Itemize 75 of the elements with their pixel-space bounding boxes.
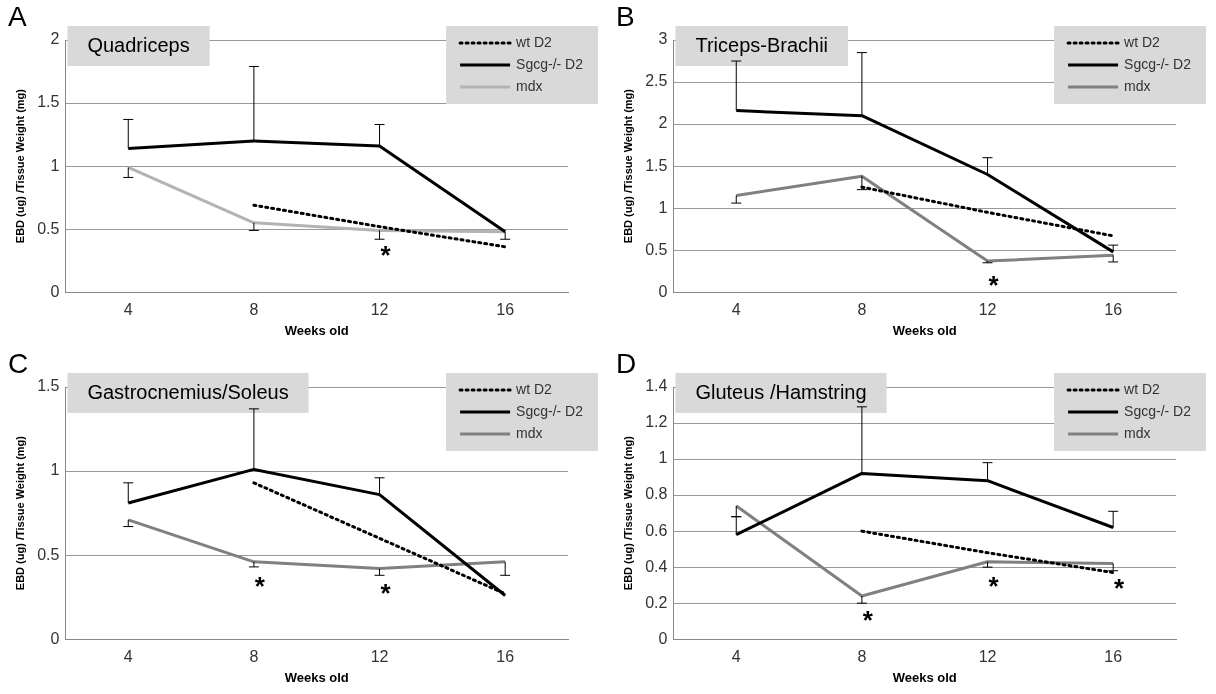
chart-title: Triceps-Brachii: [695, 33, 829, 56]
legend-label: mdx: [516, 424, 543, 441]
x-tick-label: 4: [123, 301, 133, 319]
y-tick-label: 1.5: [37, 377, 60, 395]
y-tick-label: 3: [658, 30, 668, 48]
y-tick-label: 0.5: [645, 240, 668, 258]
y-tick-label: 0.5: [37, 219, 60, 237]
y-tick-label: 1: [50, 156, 60, 174]
y-axis-title: EBD (ug) /Tissue Weight (mg): [13, 88, 26, 244]
legend-label: wt D2: [1123, 380, 1161, 397]
chart-title: Gastrocnemius/Soleus: [87, 380, 289, 403]
y-tick-label: 1: [658, 198, 668, 216]
y-tick-label: 0.4: [645, 557, 668, 575]
x-tick-label: 8: [249, 648, 259, 666]
legend-label: wt D2: [515, 380, 553, 397]
y-tick-label: 2: [658, 114, 668, 132]
y-tick-label: 1.5: [645, 156, 668, 174]
y-tick-label: 1: [50, 461, 60, 479]
x-tick-label: 16: [1104, 301, 1123, 319]
x-tick-label: 4: [123, 648, 133, 666]
y-tick-label: 0: [658, 282, 668, 300]
x-axis-title: Weeks old: [892, 322, 957, 338]
y-tick-label: 0: [658, 629, 668, 647]
x-axis-title: Weeks old: [284, 322, 349, 338]
y-tick-label: 0.8: [645, 485, 668, 503]
y-axis-title: EBD (ug) /Tissue Weight (mg): [13, 435, 26, 591]
x-axis-title: Weeks old: [892, 669, 957, 685]
x-tick-label: 8: [857, 301, 867, 319]
x-tick-label: 16: [496, 648, 515, 666]
annotation: *: [380, 239, 392, 270]
y-axis-title: EBD (ug) /Tissue Weight (mg): [621, 88, 634, 244]
annotation: *: [380, 577, 392, 608]
y-tick-label: 1.5: [37, 93, 60, 111]
y-tick-label: 1.2: [645, 413, 668, 431]
chart-title: Gluteus /Hamstring: [695, 380, 867, 403]
x-tick-label: 16: [1104, 648, 1123, 666]
legend-label: wt D2: [515, 33, 553, 50]
text: B: [616, 0, 635, 32]
y-axis-title: EBD (ug) /Tissue Weight (mg): [621, 435, 634, 591]
y-tick-label: 0.2: [645, 593, 668, 611]
legend-label: wt D2: [1123, 33, 1161, 50]
y-tick-label: 0.6: [645, 521, 668, 539]
text: A: [8, 0, 27, 32]
y-tick-label: 2.5: [645, 72, 668, 90]
annotation: *: [988, 270, 1000, 301]
legend-label: mdx: [1124, 77, 1151, 94]
text: D: [616, 347, 637, 379]
y-tick-label: 1: [658, 449, 668, 467]
legend-label: Sgcg-/- D2: [516, 55, 584, 72]
x-tick-label: 12: [978, 648, 997, 666]
y-tick-label: 0.5: [37, 545, 60, 563]
y-tick-label: 0: [50, 629, 60, 647]
text: C: [8, 347, 29, 379]
annotation: *: [1114, 572, 1126, 603]
x-tick-label: 4: [731, 648, 741, 666]
x-tick-label: 16: [496, 301, 515, 319]
annotation: *: [862, 605, 874, 636]
x-tick-label: 4: [731, 301, 741, 319]
legend-label: Sgcg-/- D2: [1124, 402, 1192, 419]
x-tick-label: 12: [370, 301, 389, 319]
x-tick-label: 8: [857, 648, 867, 666]
legend-label: mdx: [1124, 424, 1151, 441]
annotation: *: [254, 571, 266, 602]
chart-title: Quadriceps: [87, 33, 190, 56]
legend-label: Sgcg-/- D2: [516, 402, 584, 419]
legend-label: mdx: [516, 77, 543, 94]
x-tick-label: 8: [249, 301, 259, 319]
y-tick-label: 0: [50, 282, 60, 300]
x-tick-label: 12: [370, 648, 389, 666]
annotation: *: [988, 570, 1000, 601]
legend-label: Sgcg-/- D2: [1124, 55, 1192, 72]
y-tick-label: 2: [50, 30, 60, 48]
y-tick-label: 1.4: [645, 377, 668, 395]
x-tick-label: 12: [978, 301, 997, 319]
x-axis-title: Weeks old: [284, 669, 349, 685]
